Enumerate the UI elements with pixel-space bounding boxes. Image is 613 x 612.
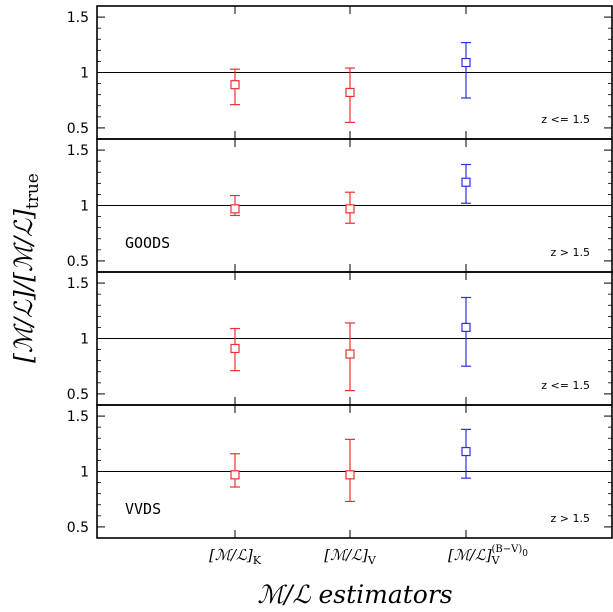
x-axis-title: ℳ/ℒ estimators [257, 580, 452, 609]
category-label-3-sup: (B−V) [492, 544, 523, 555]
panel-4: 0.5 1 1.5 z > 1.5 VVDS [67, 404, 613, 539]
data-point [230, 68, 240, 106]
point-marker [461, 322, 471, 333]
data-point [461, 163, 471, 204]
survey-label: GOODS [125, 234, 170, 252]
y-tick-label: 1 [80, 199, 89, 215]
y-tick-label: 1.5 [67, 409, 89, 425]
y-tick-label: 0.5 [67, 121, 89, 137]
panel-3: 0.5 1 1.5 z <= 1.5 [67, 271, 613, 406]
y-tick-label: 0.5 [67, 387, 89, 403]
survey-label: VVDS [125, 500, 161, 518]
data-point [230, 194, 240, 217]
point-marker [345, 470, 355, 480]
y-tick-label: 1 [80, 332, 89, 348]
y-tick-label: 1 [80, 465, 89, 481]
point-marker [230, 343, 240, 354]
category-label-3-sub: V [491, 554, 501, 567]
point-marker [461, 446, 471, 457]
category-labels: [ℳ/ℒ]K [ℳ/ℒ]V [ℳ/ℒ]V(B−V)0 [209, 544, 528, 567]
panel-2: 0.5 1 1.5 z > 1.5 GOODS [67, 138, 613, 273]
data-point [345, 322, 355, 392]
y-tick-label: 1.5 [67, 276, 89, 292]
redshift-label: z > 1.5 [551, 512, 590, 525]
category-label-3-sup0: 0 [522, 549, 528, 559]
point-marker [345, 87, 355, 98]
y-axis-title: [ℳ/ℒ]/[ℳ/ℒ]true [9, 173, 43, 363]
point-marker [461, 177, 471, 187]
data-point [345, 191, 355, 224]
y-tick-label: 0.5 [67, 254, 89, 270]
y-tick-label: 1.5 [67, 10, 89, 26]
point-marker [345, 204, 355, 214]
redshift-label: z > 1.5 [551, 246, 590, 259]
redshift-label: z <= 1.5 [541, 113, 590, 126]
panels: 0.5 1 1.5 z <= 1.5 0.5 1 1.5 z > 1.5 GOODS 0.5 1 1.… [67, 5, 613, 539]
point-marker [461, 57, 471, 68]
data-point [345, 67, 355, 123]
data-point [461, 428, 471, 479]
y-tick-label: 1 [80, 66, 89, 82]
y-tick-label: 0.5 [67, 520, 89, 536]
data-point [230, 327, 240, 372]
redshift-label: z <= 1.5 [541, 379, 590, 392]
point-marker [230, 204, 240, 214]
data-point [461, 296, 471, 367]
data-point [230, 453, 240, 488]
point-marker [345, 349, 355, 359]
category-label-1: [ℳ/ℒ]K [209, 546, 262, 567]
category-label-1-sub: K [253, 554, 262, 567]
category-label-3: [ℳ/ℒ]V(B−V)0 [448, 544, 528, 567]
panel-1: 0.5 1 1.5 z <= 1.5 [67, 5, 613, 140]
data-point [345, 438, 355, 503]
category-label-2-sub: V [367, 554, 377, 567]
y-tick-label: 1.5 [67, 143, 89, 159]
category-label-2: [ℳ/ℒ]V [324, 546, 377, 567]
point-marker [230, 470, 240, 480]
data-point [461, 41, 471, 99]
point-marker [230, 80, 240, 90]
y-axis-title-sub: true [23, 173, 43, 209]
